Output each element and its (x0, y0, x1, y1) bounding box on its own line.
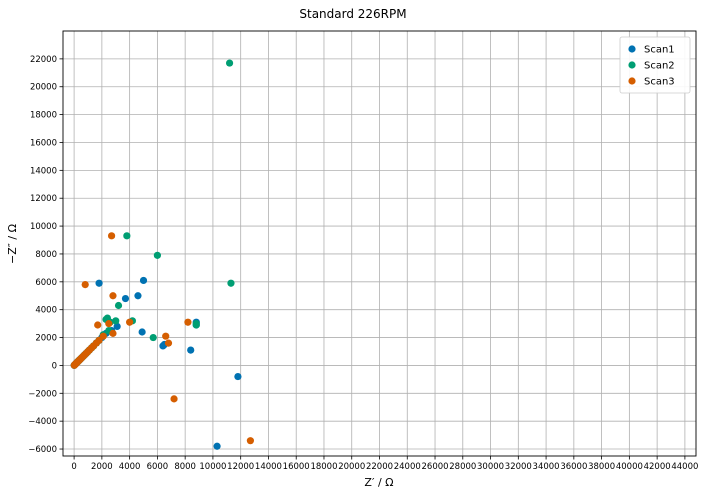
point-scan3 (246, 437, 255, 445)
point-scan2 (227, 279, 235, 287)
y-tick-label: 22000 (30, 55, 57, 65)
point-scan3 (99, 332, 107, 340)
legend: Scan1 Scan2 Scan3 (619, 36, 691, 94)
legend-marker (628, 61, 636, 69)
x-tick-label: 16000 (283, 462, 310, 472)
x-tick-label: 10000 (199, 462, 226, 472)
x-tick-label: 38000 (588, 462, 615, 472)
y-axis-label: −Z″ / Ω (6, 224, 19, 264)
point-scan1 (113, 322, 121, 331)
point-scan2 (123, 232, 131, 240)
point-scan1 (187, 346, 195, 354)
chart-title: Standard 226RPM (299, 7, 406, 21)
point-scan1 (213, 442, 221, 450)
x-tick-label: 6000 (147, 462, 169, 472)
point-scan3 (105, 320, 113, 328)
point-scan1 (134, 292, 142, 300)
x-tick-label: 42000 (644, 462, 671, 472)
x-tick-label: 14000 (255, 462, 282, 472)
x-tick-label: 28000 (449, 462, 476, 472)
y-tick-label: 10000 (30, 222, 57, 232)
x-tick-label: 18000 (310, 462, 337, 472)
grid (63, 31, 696, 456)
point-scan3 (126, 318, 134, 326)
point-scan1 (95, 279, 103, 287)
point-scan1 (138, 328, 146, 336)
y-tick-label: 8000 (35, 250, 57, 260)
point-scan2 (114, 301, 123, 310)
point-scan3 (107, 232, 116, 240)
legend-label: Scan3 (644, 77, 675, 88)
x-tick-label: 8000 (174, 462, 196, 472)
point-scan2 (112, 317, 120, 325)
x-tick-label: 20000 (338, 462, 365, 472)
y-tick-label: 18000 (30, 111, 57, 121)
y-tick-label: 14000 (30, 166, 57, 176)
point-scan3 (162, 332, 170, 340)
point-scan1 (234, 372, 242, 381)
point-scan3 (184, 318, 192, 326)
x-axis-label: Z′ / Ω (364, 476, 393, 489)
y-tick-label: −2000 (28, 389, 57, 399)
x-tick-label: 12000 (227, 462, 254, 472)
y-tick-label: −6000 (28, 445, 57, 455)
y-tick-label: 20000 (30, 83, 57, 93)
point-scan2 (149, 333, 157, 342)
x-tick-label: 44000 (671, 462, 698, 472)
point-scan3 (94, 321, 102, 329)
x-tick-label: 22000 (366, 462, 393, 472)
data-points (70, 59, 255, 450)
legend-marker (628, 45, 636, 53)
x-tick-label: 36000 (560, 462, 587, 472)
y-tick-label: 12000 (30, 194, 57, 204)
y-tick-label: 4000 (35, 306, 57, 316)
x-tick-label: 0 (71, 462, 76, 472)
point-scan3 (170, 395, 178, 403)
x-tick-label: 4000 (119, 462, 141, 472)
y-tick-label: 16000 (30, 138, 57, 148)
x-tick-label: 2000 (91, 462, 113, 472)
x-tick-label: 32000 (505, 462, 532, 472)
y-tick-label: −4000 (28, 417, 57, 427)
point-scan2 (225, 59, 234, 67)
x-tick-label: 30000 (477, 462, 504, 472)
point-scan2 (192, 321, 200, 329)
y-tick-label: 6000 (35, 278, 57, 288)
y-tick-label: 2000 (35, 334, 57, 344)
y-tick-label: 0 (52, 361, 57, 371)
point-scan3 (109, 329, 117, 337)
point-scan2 (153, 251, 161, 259)
legend-marker (628, 77, 636, 85)
series-scan3 (70, 232, 255, 445)
point-scan3 (109, 292, 117, 300)
point-scan1 (121, 294, 130, 303)
x-tick-label: 34000 (533, 462, 560, 472)
x-tick-label: 24000 (394, 462, 421, 472)
x-tick-label: 40000 (616, 462, 643, 472)
axes: 0 2000 4000 6000 8000 10000 12000 14000 16000 180… (28, 30, 698, 472)
point-scan3 (164, 339, 173, 347)
point-scan1 (139, 276, 148, 285)
legend-label: Scan1 (644, 45, 675, 56)
legend-box (619, 36, 691, 94)
x-tick-label: 26000 (422, 462, 449, 472)
legend-label: Scan2 (644, 61, 675, 72)
point-scan3 (81, 281, 89, 289)
